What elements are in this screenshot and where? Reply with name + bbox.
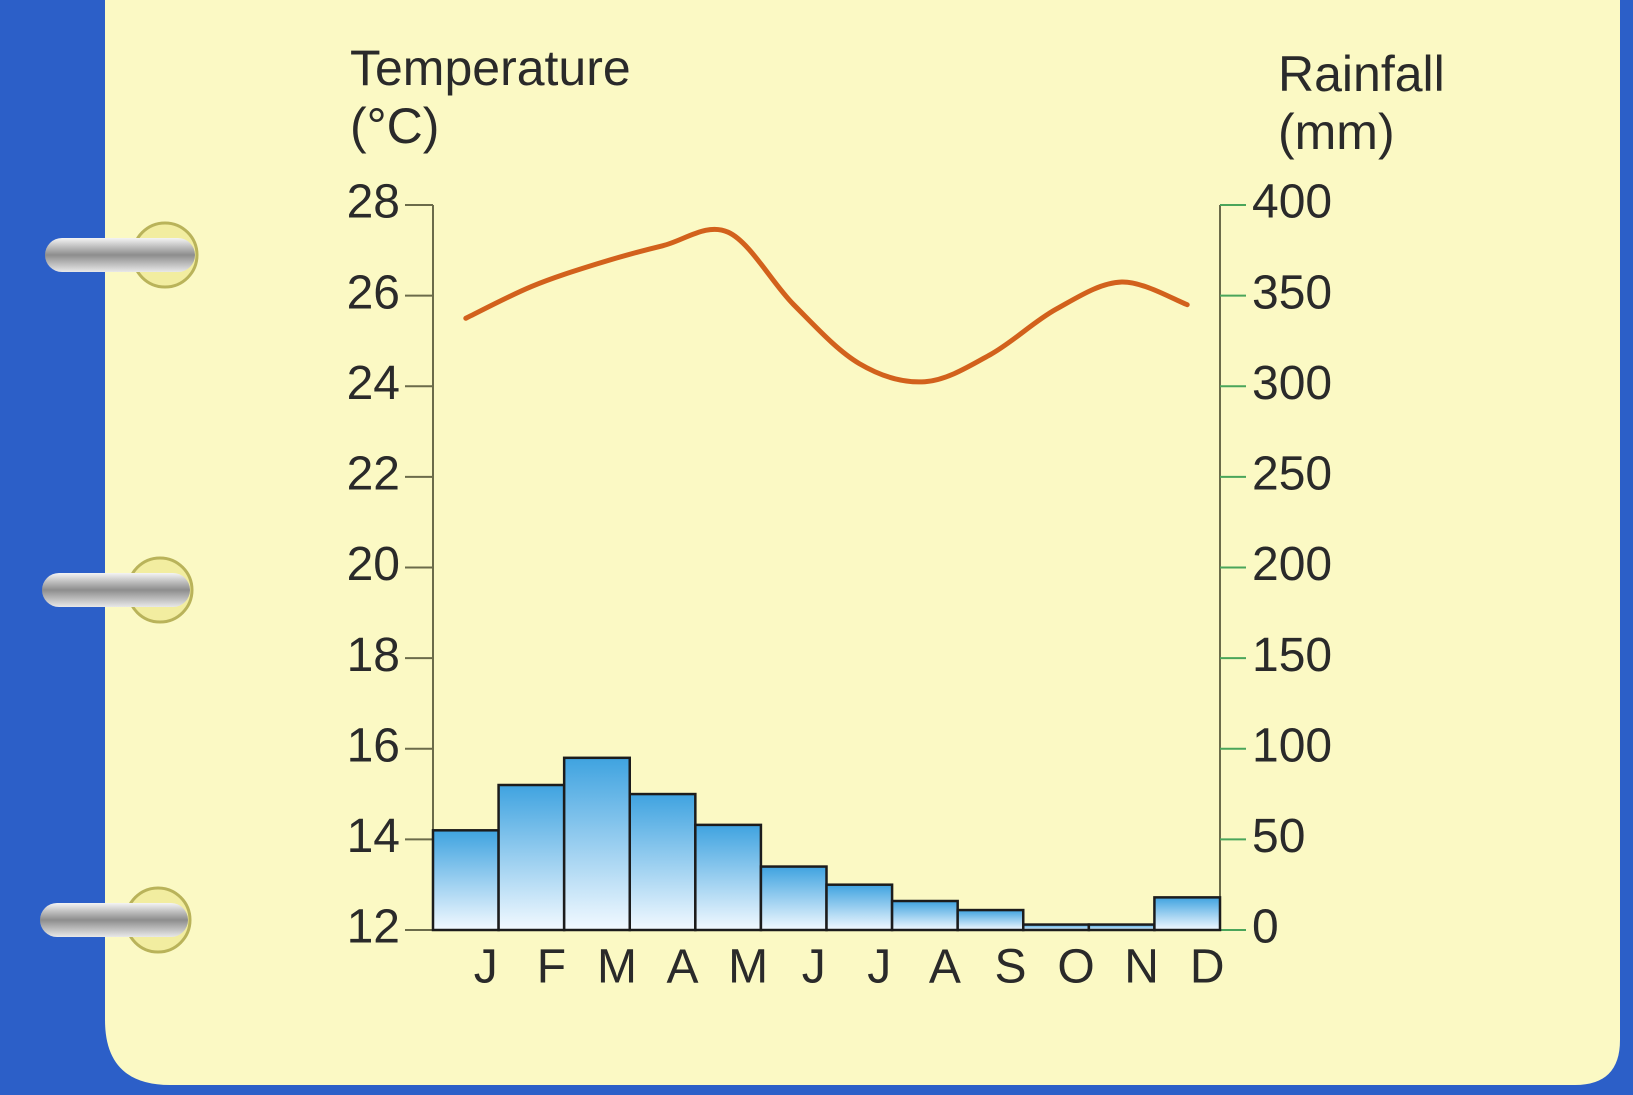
x-tick-label: D	[1190, 941, 1225, 994]
y2-tick-label: 250	[1252, 448, 1332, 501]
y2-axis-label: (mm)	[1278, 104, 1395, 160]
x-tick-label: M	[728, 941, 768, 994]
x-tick-label: N	[1124, 941, 1159, 994]
bar	[433, 830, 499, 930]
y-tick-label: 26	[347, 266, 400, 319]
x-tick-label: M	[597, 941, 637, 994]
x-tick-label: A	[929, 941, 961, 994]
y-tick-label: 20	[347, 538, 400, 591]
x-tick-label: J	[474, 941, 498, 994]
bar	[827, 885, 893, 930]
y-axis-label: Temperature	[350, 40, 631, 96]
bar	[1154, 897, 1220, 930]
x-tick-label: O	[1057, 941, 1094, 994]
y2-tick-label: 50	[1252, 810, 1305, 863]
y-tick-label: 24	[347, 357, 400, 410]
bar	[695, 825, 761, 930]
bar	[1023, 925, 1089, 930]
x-tick-label: J	[802, 941, 826, 994]
y2-tick-label: 100	[1252, 719, 1332, 772]
bar	[892, 901, 958, 930]
y-tick-label: 28	[347, 176, 400, 229]
y-tick-label: 12	[347, 901, 400, 954]
chart: Temperature (°C) Rainfall (mm) 12 14 16 18 2…	[0, 0, 1633, 1095]
y-tick-label: 14	[347, 810, 400, 863]
bar	[564, 758, 630, 930]
x-tick-label: F	[537, 941, 566, 994]
bar	[630, 794, 696, 930]
bar	[1089, 925, 1155, 930]
y2-tick-label: 200	[1252, 538, 1332, 591]
y-tick-label: 16	[347, 719, 400, 772]
y-axis-label: (°C)	[350, 98, 439, 154]
y2-axis-label: Rainfall	[1278, 46, 1445, 102]
x-tick-label: S	[994, 941, 1026, 994]
y-tick-label: 18	[347, 629, 400, 682]
y2-tick-label: 150	[1252, 629, 1332, 682]
bar	[958, 910, 1024, 930]
x-tick-label: J	[867, 941, 891, 994]
bar	[761, 867, 827, 930]
x-tick-label: A	[667, 941, 699, 994]
bar	[499, 785, 565, 930]
y2-tick-label: 300	[1252, 357, 1332, 410]
y2-tick-label: 350	[1252, 266, 1332, 319]
y2-tick-label: 0	[1252, 901, 1279, 954]
y2-tick-label: 400	[1252, 176, 1332, 229]
y-tick-label: 22	[347, 448, 400, 501]
